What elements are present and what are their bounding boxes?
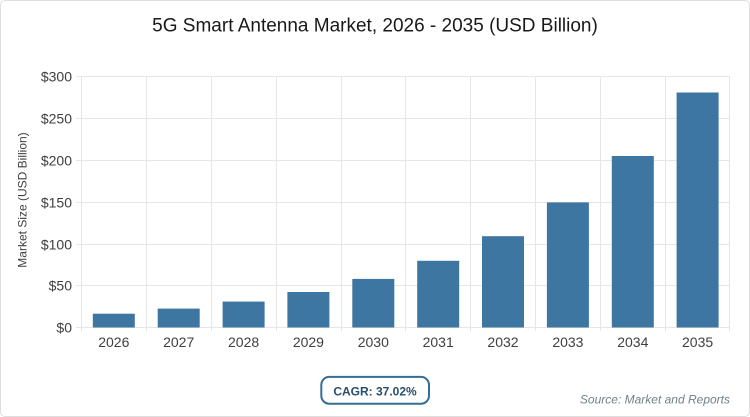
svg-text:2030: 2030 <box>358 334 389 350</box>
svg-text:Market Size (USD Billion): Market Size (USD Billion) <box>16 132 30 267</box>
svg-text:Source: Market and Reports: Source: Market and Reports <box>580 393 730 407</box>
svg-text:2026: 2026 <box>98 334 129 350</box>
svg-text:2029: 2029 <box>293 334 324 350</box>
svg-text:CAGR: 37.02%: CAGR: 37.02% <box>333 384 417 398</box>
svg-text:2032: 2032 <box>487 334 518 350</box>
svg-text:2028: 2028 <box>228 334 259 350</box>
svg-text:$300: $300 <box>41 69 72 85</box>
svg-text:$250: $250 <box>41 111 72 127</box>
svg-text:$50: $50 <box>49 278 73 294</box>
svg-text:5G Smart Antenna Market, 2026: 5G Smart Antenna Market, 2026 - 2035 (US… <box>152 16 598 37</box>
svg-text:$200: $200 <box>41 153 72 169</box>
svg-text:$150: $150 <box>41 195 72 211</box>
svg-text:$100: $100 <box>41 237 72 253</box>
svg-text:2035: 2035 <box>682 334 713 350</box>
svg-text:2027: 2027 <box>163 334 194 350</box>
svg-text:2033: 2033 <box>552 334 583 350</box>
svg-text:2031: 2031 <box>423 334 454 350</box>
svg-text:2034: 2034 <box>617 334 648 350</box>
svg-text:$0: $0 <box>56 320 72 336</box>
